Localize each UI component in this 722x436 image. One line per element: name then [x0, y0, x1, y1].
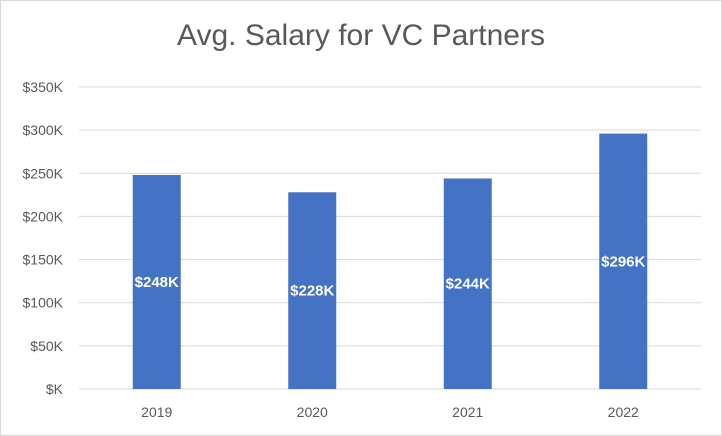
chart-title: Avg. Salary for VC Partners — [177, 19, 545, 52]
y-tick-label: $250K — [23, 165, 64, 181]
data-label: $228K — [290, 283, 334, 300]
y-tick-label: $50K — [30, 338, 63, 354]
y-axis-ticks: $K $50K $100K $150K $200K $250K $300K $350K — [23, 79, 64, 397]
bar-2022 — [599, 133, 648, 389]
data-label: $296K — [601, 253, 645, 270]
bars — [132, 133, 648, 389]
y-tick-label: $200K — [23, 208, 64, 224]
bar-2019 — [132, 175, 181, 389]
x-tick-label: 2020 — [297, 404, 328, 420]
y-tick-label: $150K — [23, 252, 64, 268]
y-tick-label: $300K — [23, 122, 64, 138]
y-tick-label: $K — [46, 381, 64, 397]
data-label: $248K — [135, 274, 179, 291]
x-tick-label: 2022 — [608, 404, 639, 420]
bar-2021 — [443, 178, 492, 389]
y-tick-label: $100K — [23, 295, 64, 311]
x-axis-ticks: 2019 2020 2021 2022 — [141, 404, 639, 420]
y-tick-label: $350K — [23, 79, 64, 95]
data-labels: $248K $228K $244K $296K — [135, 253, 646, 299]
x-tick-label: 2019 — [141, 404, 172, 420]
gridlines — [79, 86, 701, 390]
bar-2020 — [288, 192, 337, 389]
data-label: $244K — [446, 276, 490, 293]
x-tick-label: 2021 — [452, 404, 483, 420]
